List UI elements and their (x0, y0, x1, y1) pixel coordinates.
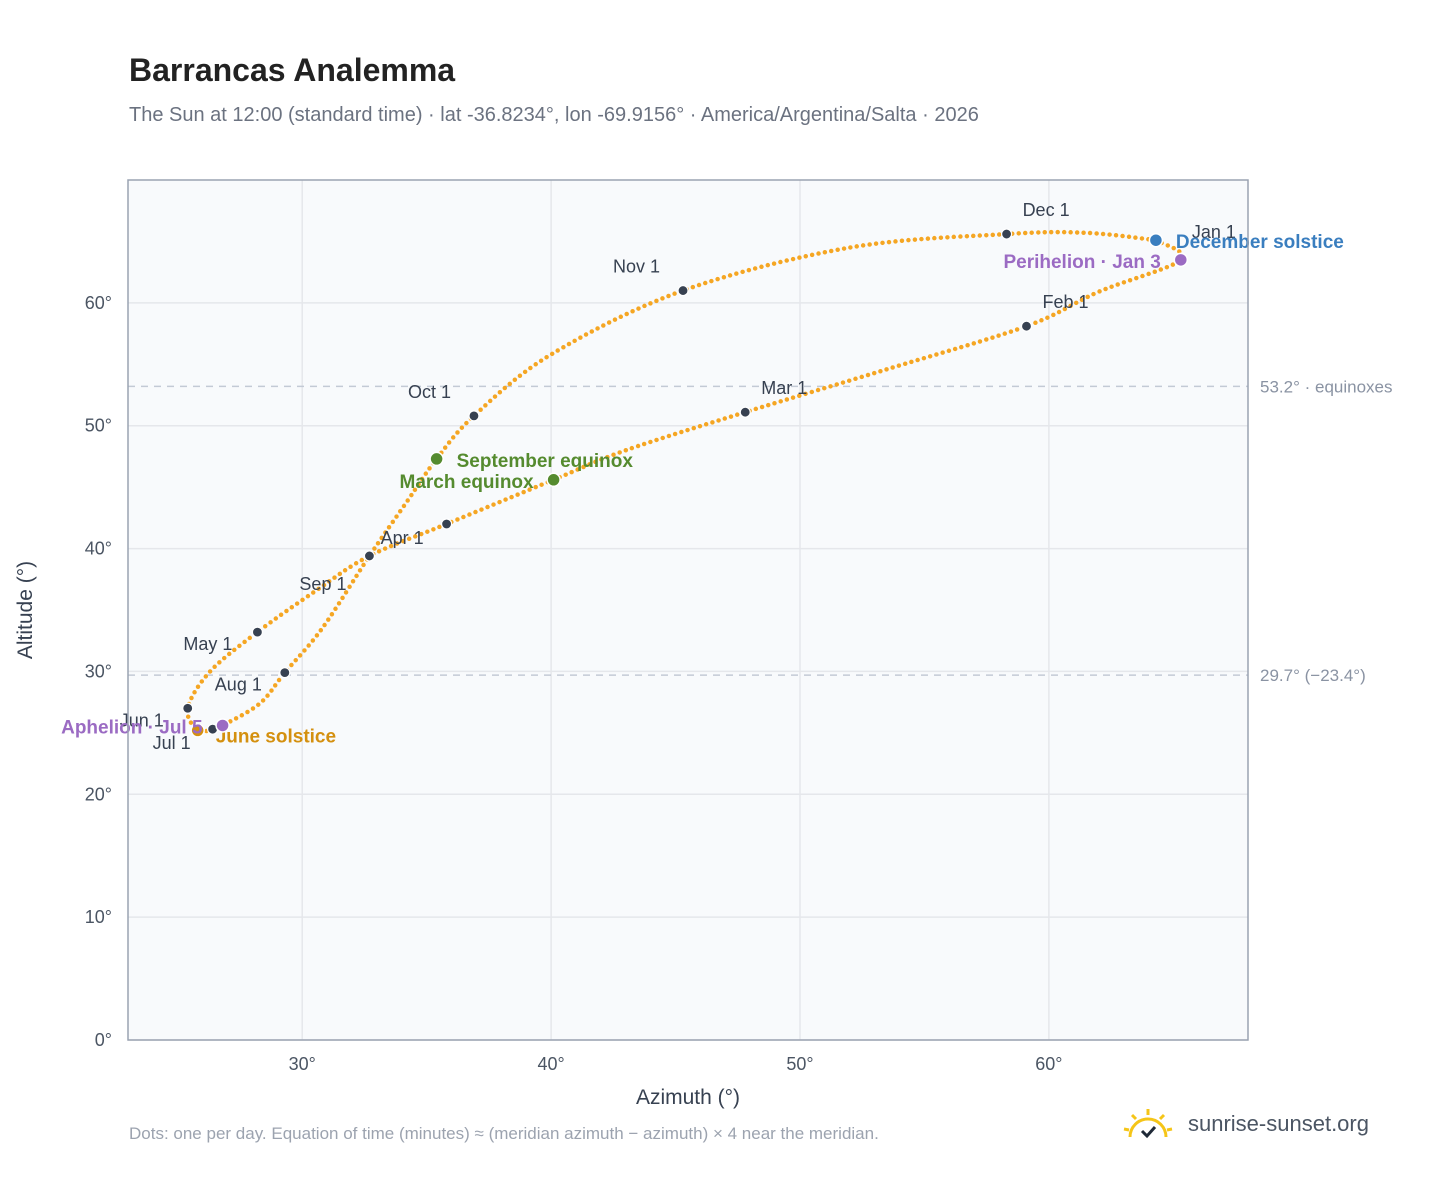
axes: 30° 40° 50° 60° 0° 10° 20° 30° 40° 50° 60° Azimuth … (14, 293, 1063, 1109)
event-marker-december (1148, 232, 1164, 248)
brand-text: sunrise-sunset.org (1188, 1111, 1369, 1136)
analemma-daily-dots (185, 229, 1185, 735)
reference-line-label: 29.7° (−23.4°) (1260, 666, 1366, 685)
event-marker-equinox (546, 472, 561, 488)
event-marker-equinox (429, 451, 444, 467)
y-tick-label: 40° (85, 539, 112, 559)
month-marker (363, 550, 376, 562)
sunrise-logo-icon (1123, 1109, 1173, 1139)
reference-line-label: 53.2° · equinoxes (1260, 377, 1393, 396)
month-label: Jan 1 (1192, 222, 1236, 242)
event-label: June solstice (216, 726, 336, 747)
x-tick-label: 30° (289, 1054, 316, 1074)
y-axis-label: Altitude (°) (14, 561, 37, 659)
month-marker (1000, 228, 1013, 240)
analemma-path (185, 229, 1185, 735)
y-tick-label: 10° (85, 907, 112, 927)
event-marker-apsis (1173, 252, 1189, 268)
x-axis-label: Azimuth (°) (636, 1086, 740, 1109)
month-marker (279, 667, 291, 679)
x-tick-label: 40° (537, 1054, 564, 1074)
event-label: December solstice (1176, 232, 1344, 253)
event-marker-june (190, 723, 205, 738)
event-label: March equinox (400, 472, 535, 493)
event-marker-apsis (215, 718, 230, 733)
month-marker (739, 406, 751, 418)
x-tick-label: 50° (786, 1054, 813, 1074)
chart-title: Barrancas Analemma (129, 52, 456, 88)
month-marker (468, 410, 480, 422)
month-marker (677, 284, 689, 297)
month-marker (440, 518, 453, 530)
month-label: Oct 1 (408, 382, 451, 402)
month-label: Dec 1 (1023, 200, 1070, 220)
footnote: Dots: one per day. Equation of time (min… (129, 1124, 879, 1143)
y-tick-label: 60° (85, 293, 112, 313)
month-label: Apr 1 (381, 528, 424, 548)
y-tick-label: 30° (85, 661, 112, 681)
month-marker (182, 702, 194, 714)
y-tick-label: 50° (85, 416, 112, 436)
brand[interactable]: sunrise-sunset.org (1122, 1104, 1369, 1144)
reference-lines: 53.2° · equinoxes 29.7° (−23.4°) (128, 377, 1393, 685)
y-tick-label: 0° (95, 1030, 112, 1050)
month-label: May 1 (183, 634, 232, 654)
plot-frame (127, 179, 1249, 1041)
month-label: Aug 1 (215, 675, 262, 695)
month-label: Jul 1 (153, 733, 191, 753)
event-label: September equinox (457, 451, 634, 472)
month-label: Sep 1 (299, 574, 346, 594)
month-marker (251, 626, 264, 638)
month-markers: Jan 1 Feb 1 Mar 1 Apr 1 May 1 Jun 1 Jul 1 Aug 1… (120, 200, 1236, 753)
month-label: Jun 1 (120, 710, 164, 730)
month-label: Feb 1 (1042, 292, 1088, 312)
event-label: Aphelion · Jul 5 (61, 717, 203, 738)
month-label: Nov 1 (613, 257, 660, 277)
plot-area (128, 180, 1248, 1040)
event-label: Perihelion · Jan 3 (1003, 252, 1160, 273)
x-tick-label: 60° (1035, 1054, 1062, 1074)
chart-subtitle: The Sun at 12:00 (standard time) · lat -… (129, 104, 979, 126)
month-marker (1020, 320, 1033, 332)
month-label: Mar 1 (761, 378, 807, 398)
y-tick-label: 20° (85, 784, 112, 804)
event-markers: December solstice Perihelion · Jan 3 March… (61, 232, 1344, 747)
